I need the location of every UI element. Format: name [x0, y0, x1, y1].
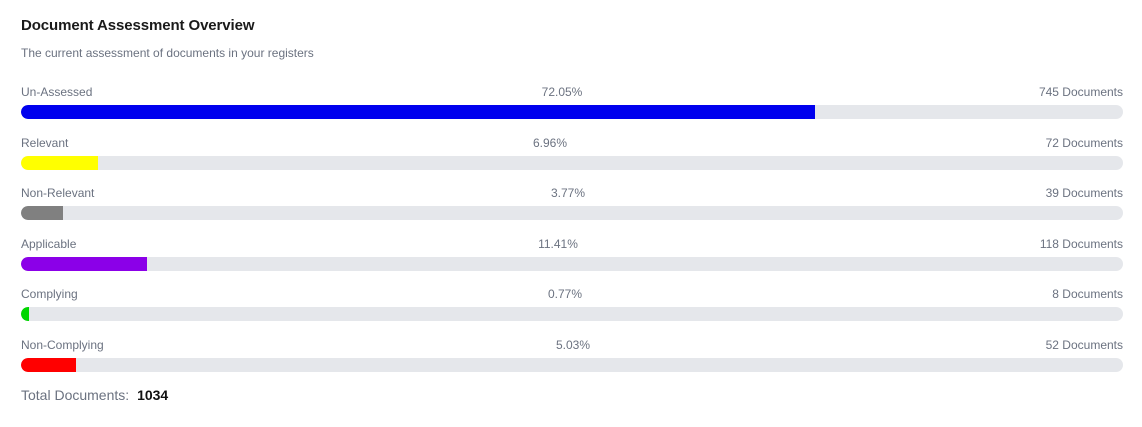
row-label: Relevant: [21, 135, 69, 150]
row-count: 745 Documents: [1038, 85, 1123, 99]
progress-track: [21, 307, 1123, 321]
progress-track: [21, 155, 1123, 170]
progress-fill: [21, 155, 98, 170]
row-percent: 0.77%: [547, 287, 583, 301]
progress-track: [21, 256, 1123, 271]
total-documents: Total Documents: 1034: [21, 387, 168, 403]
row-label: Un-Assessed: [21, 85, 93, 99]
row-count: 8 Documents: [1052, 287, 1123, 301]
row-percent: 11.41%: [538, 236, 578, 251]
card-title: Document Assessment Overview: [21, 17, 255, 34]
progress-fill: [21, 256, 147, 271]
row-percent: 6.96%: [532, 135, 568, 150]
row-percent: 5.03%: [555, 337, 591, 352]
row-label: Applicable: [21, 236, 77, 251]
total-value: 1034: [137, 387, 169, 403]
row-label: Non-Relevant: [21, 186, 95, 200]
progress-fill: [21, 307, 30, 321]
row-count: 72 Documents: [1045, 135, 1123, 150]
assessment-row-applicable: Applicable 11.41% 118 Documents: [21, 237, 1123, 288]
assessment-row-non-relevant: Non-Relevant 3.77% 39 Documents: [21, 186, 1123, 237]
row-count: 52 Documents: [1045, 337, 1123, 352]
progress-fill: [21, 357, 77, 372]
row-label: Non-Complying: [21, 337, 104, 352]
progress-fill: [21, 206, 63, 220]
row-percent: 3.77%: [550, 186, 586, 200]
assessment-row-complying: Complying 0.77% 8 Documents: [21, 287, 1123, 338]
progress-track: [21, 206, 1123, 220]
assessment-rows: Un-Assessed 72.05% 745 Documents Relevan…: [21, 85, 1123, 388]
assessment-row-un-assessed: Un-Assessed 72.05% 745 Documents: [21, 85, 1123, 136]
progress-fill: [21, 105, 815, 119]
row-label: Complying: [21, 287, 78, 301]
card-subtitle: The current assessment of documents in y…: [21, 46, 314, 60]
row-count: 118 Documents: [1039, 236, 1123, 251]
progress-track: [21, 105, 1123, 119]
assessment-row-relevant: Relevant 6.96% 72 Documents: [21, 136, 1123, 187]
total-label: Total Documents:: [21, 387, 130, 403]
row-percent: 72.05%: [541, 85, 583, 99]
progress-track: [21, 357, 1123, 372]
assessment-row-non-complying: Non-Complying 5.03% 52 Documents: [21, 338, 1123, 389]
row-count: 39 Documents: [1045, 186, 1123, 200]
